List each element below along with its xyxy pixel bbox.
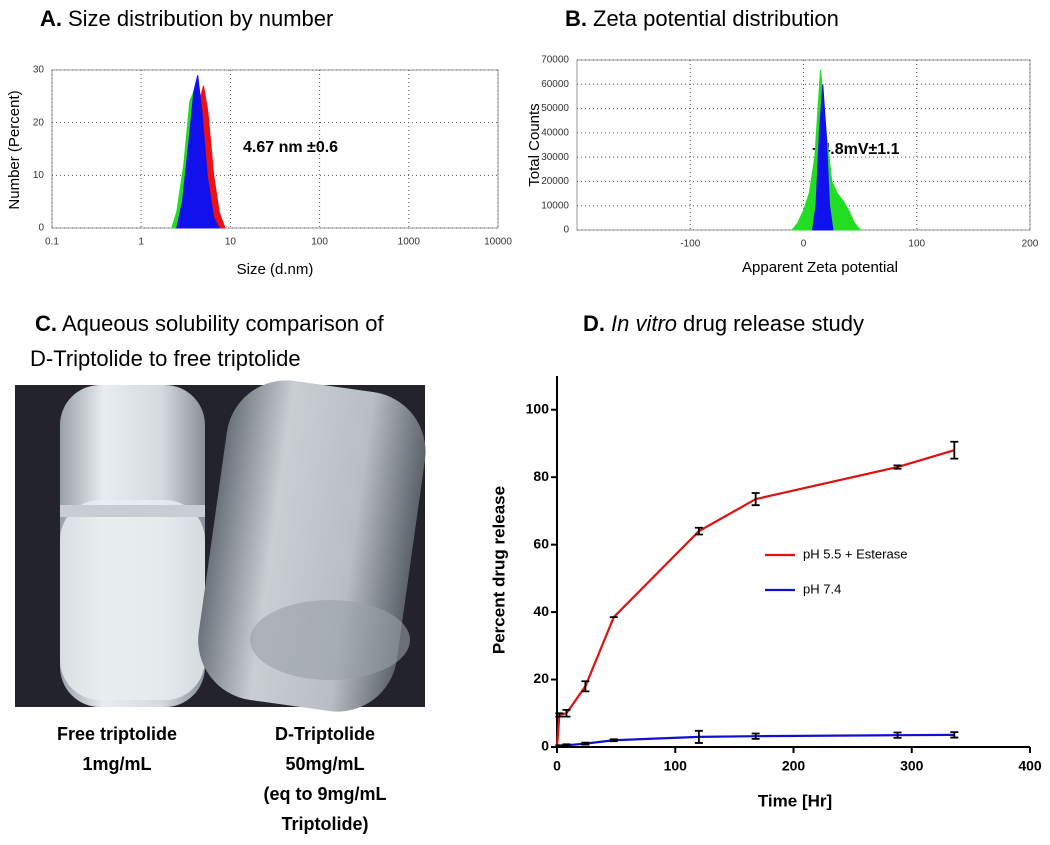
y-tick-label: 100	[526, 400, 550, 416]
annotation: +4.8mV±1.1	[812, 141, 900, 158]
x-tick-label: 0	[553, 758, 561, 774]
error-bar	[893, 731, 902, 739]
y-tick-label: 10000	[541, 200, 569, 211]
photo	[15, 380, 426, 712]
y-tick-label: 60000	[541, 79, 569, 90]
x-axis-label: Size (d.nm)	[237, 261, 314, 278]
y-tick-label: 40000	[541, 127, 569, 138]
distribution-area	[811, 84, 834, 231]
x-tick-label: 200	[1022, 239, 1039, 250]
error-bar	[562, 743, 571, 748]
distribution-area	[176, 75, 221, 229]
y-tick-label: 40	[533, 603, 549, 619]
error-bar	[950, 440, 959, 460]
x-tick-label: 10	[225, 237, 237, 248]
y-tick-label: 10	[33, 170, 45, 181]
y-axis-label: Number (Percent)	[6, 90, 23, 209]
x-tick-label: 300	[900, 758, 924, 774]
legend-label: pH 5.5 + Esterase	[803, 546, 907, 561]
caption: D-Triptolide	[275, 724, 375, 744]
panel-title: B. Zeta potential distribution	[565, 6, 839, 31]
panel-title: D. In vitro drug release study	[583, 311, 864, 336]
caption: Triptolide)	[282, 814, 369, 834]
x-tick-label: 100	[311, 237, 328, 248]
x-tick-label: 0.1	[45, 237, 59, 248]
error-bar	[893, 464, 902, 470]
y-axis-label: Total Counts	[526, 103, 543, 186]
x-tick-label: 400	[1018, 758, 1042, 774]
y-tick-label: 20	[533, 670, 549, 686]
y-tick-label: 20	[33, 117, 45, 128]
x-tick-label: 1000	[398, 237, 421, 248]
x-tick-label: 1	[138, 237, 144, 248]
x-tick-label: 0	[801, 239, 807, 250]
error-bar	[555, 712, 564, 718]
y-tick-label: 0	[563, 225, 569, 236]
x-tick-label: 200	[782, 758, 806, 774]
error-bar	[751, 492, 760, 507]
plot-frame	[51, 69, 499, 229]
error-bar	[562, 709, 571, 718]
error-bar	[581, 680, 590, 693]
error-bar	[581, 741, 590, 746]
x-axis-label: Apparent Zeta potential	[742, 259, 898, 276]
y-tick-label: 50000	[541, 103, 569, 114]
annotation: 4.67 nm ±0.6	[243, 139, 338, 156]
y-tick-label: 0	[541, 738, 549, 754]
panel-label: C.	[35, 311, 57, 336]
caption: Free triptolide	[57, 724, 177, 744]
error-bar	[950, 731, 959, 739]
y-axis-label: Percent drug release	[489, 486, 508, 654]
error-bar	[694, 526, 703, 536]
error-bar	[694, 729, 703, 744]
y-tick-label: 0	[38, 223, 44, 234]
y-tick-label: 20000	[541, 176, 569, 187]
panel-title: A. Size distribution by number	[40, 6, 333, 31]
error-bar	[751, 732, 760, 740]
y-tick-label: 30000	[541, 152, 569, 163]
x-tick-label: 100	[664, 758, 688, 774]
panel-title: D-Triptolide to free triptolide	[30, 346, 301, 371]
y-tick-label: 70000	[541, 55, 569, 66]
error-bar	[555, 744, 564, 748]
legend-label: pH 7.4	[803, 581, 841, 596]
x-tick-label: 100	[908, 239, 925, 250]
caption: (eq to 9mg/mL	[263, 784, 386, 804]
y-tick-label: 30	[33, 65, 45, 76]
x-tick-label: 10000	[484, 237, 512, 248]
y-tick-label: 80	[533, 468, 549, 484]
panel-title: Aqueous solubility comparison of	[62, 311, 385, 336]
x-axis-label: Time [Hr]	[758, 791, 832, 810]
caption: 50mg/mL	[285, 754, 364, 774]
error-bar	[609, 738, 618, 743]
caption: 1mg/mL	[82, 754, 151, 774]
x-tick-label: -100	[680, 239, 700, 250]
y-tick-label: 60	[533, 535, 549, 551]
